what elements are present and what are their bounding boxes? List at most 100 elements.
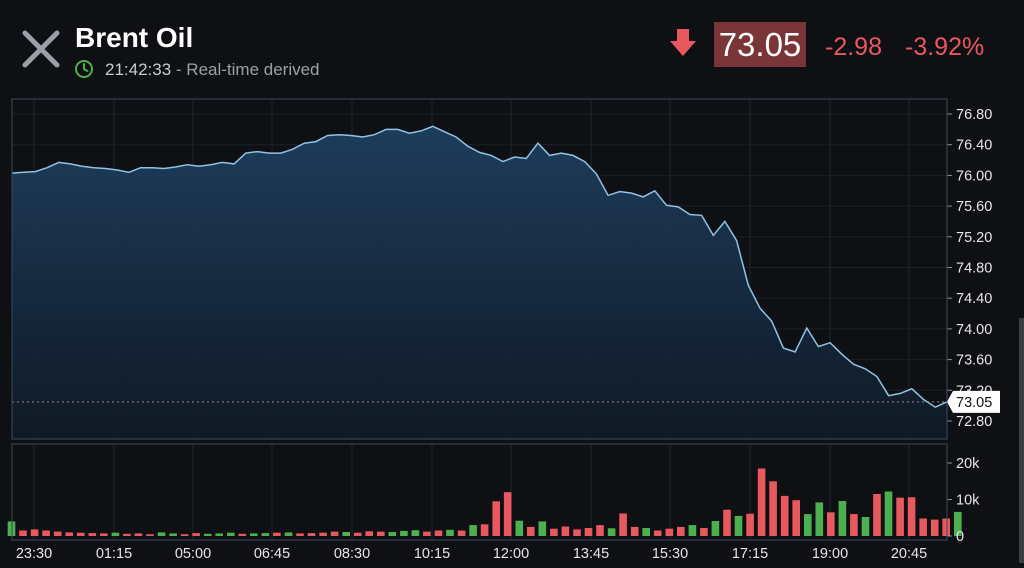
volume-bar (630, 526, 639, 536)
time-tick-label: 15:30 (652, 546, 688, 562)
price-tick-label: 74.00 (956, 322, 992, 338)
volume-bar (250, 533, 258, 536)
volume-bar (561, 526, 570, 536)
volume-bar (653, 530, 662, 536)
price-area (12, 126, 947, 440)
volume-bar (711, 521, 720, 536)
time-tick-label: 13:45 (573, 546, 609, 562)
volume-bar (757, 468, 766, 536)
volume-bars (7, 468, 962, 537)
data-source-label: - Real-time derived (171, 60, 320, 79)
volume-bar (665, 528, 674, 536)
volume-bar (446, 529, 454, 536)
volume-tick-label: 10k (956, 493, 980, 509)
volume-bar (192, 533, 200, 536)
last-price-tag-bg (947, 390, 1000, 413)
last-price: 73.05 (714, 22, 806, 67)
volume-bar (457, 530, 466, 536)
price-tick-label: 76.00 (956, 168, 992, 184)
volume-bar (261, 533, 270, 536)
volume-bar (146, 534, 154, 536)
price-change: -2.98 (825, 33, 882, 61)
time-tick-label: 05:00 (175, 546, 211, 562)
volume-bar (284, 532, 293, 536)
volume-bar (804, 514, 812, 536)
volume-bar (157, 532, 166, 536)
volume-bar (411, 530, 420, 536)
volume-bar (319, 532, 327, 536)
volume-bar (76, 532, 85, 536)
volume-bar (584, 528, 593, 536)
volume-bar (515, 520, 524, 536)
volume-bar (88, 533, 97, 536)
volume-bar (538, 521, 547, 536)
volume-bar (65, 532, 73, 536)
volume-bar (169, 533, 177, 536)
volume-bar (573, 529, 581, 536)
volume-bar (388, 532, 397, 536)
volume-bar (215, 533, 223, 536)
volume-bar (19, 530, 27, 536)
volume-bar (827, 512, 835, 536)
price-tick-label: 72.80 (956, 414, 992, 430)
clock-icon (75, 60, 93, 78)
header: Brent Oil 21:42:33 - Real-time derived 7… (0, 0, 1024, 96)
price-axis: 76.80 76.40 76.00 75.60 75.20 74.80 74.40 74.00… (947, 107, 992, 430)
time-tick-label: 06:45 (254, 546, 290, 562)
timestamp: 21:42:33 (105, 60, 172, 79)
price-line (11, 125, 948, 409)
volume-bar (53, 531, 62, 536)
last-price-tag: 73.05 (947, 390, 1000, 413)
volume-bar (746, 513, 754, 536)
arrow-down-icon (670, 29, 696, 56)
volume-bar (723, 509, 731, 536)
volume-bar (838, 501, 847, 536)
volume-tick-label: 0 (956, 529, 964, 545)
volume-bar (503, 492, 512, 536)
price-chart[interactable]: 76.80 76.40 76.00 75.60 75.20 74.80 74.40 74.00… (0, 96, 1024, 568)
price-change-percent: -3.92% (905, 33, 985, 61)
time-tick-label: 01:15 (96, 546, 132, 562)
volume-bar (469, 525, 477, 536)
volume-bar (365, 531, 373, 536)
time-axis: 23:30 01:15 05:00 06:45 08:30 10:15 12:00 13:45… (16, 546, 927, 562)
time-tick-label: 23:30 (16, 546, 52, 562)
volume-bar (780, 495, 789, 536)
volume-bar (134, 533, 143, 536)
volume-bar (330, 531, 339, 536)
volume-bar (896, 497, 904, 536)
price-tick-label: 74.40 (956, 291, 992, 307)
volume-bar (942, 518, 950, 536)
volume-bar (123, 533, 131, 536)
volume-bar (400, 530, 408, 536)
volume-bar (954, 511, 962, 536)
volume-bar (238, 533, 247, 536)
volume-bar (607, 528, 616, 536)
volume-bar (815, 502, 824, 536)
price-tick-label: 76.80 (956, 107, 992, 123)
close-x-icon[interactable] (20, 28, 62, 70)
volume-bar (307, 533, 316, 536)
volume-bar (180, 534, 189, 536)
last-price-tag-label: 73.05 (956, 395, 992, 411)
volume-bar (296, 533, 304, 536)
volume-bar (42, 530, 50, 536)
volume-bar (700, 528, 708, 536)
price-tick-label: 75.60 (956, 199, 992, 215)
volume-bar (527, 526, 535, 536)
price-tick-label: 75.20 (956, 230, 992, 246)
volume-bar (688, 525, 697, 536)
volume-bar (377, 531, 385, 536)
scroll-indicator[interactable] (1019, 318, 1024, 563)
instrument-title: Brent Oil (75, 22, 194, 53)
volume-bar (111, 532, 120, 536)
timestamp-line: 21:42:33 - Real-time derived (105, 60, 320, 80)
time-tick-label: 17:15 (732, 546, 768, 562)
volume-bar (619, 513, 627, 536)
volume-bar (342, 532, 350, 536)
volume-bar (792, 500, 800, 536)
volume-bar (273, 532, 281, 536)
volume-bar (203, 533, 212, 536)
volume-bar (100, 533, 108, 536)
volume-bar (642, 528, 650, 536)
